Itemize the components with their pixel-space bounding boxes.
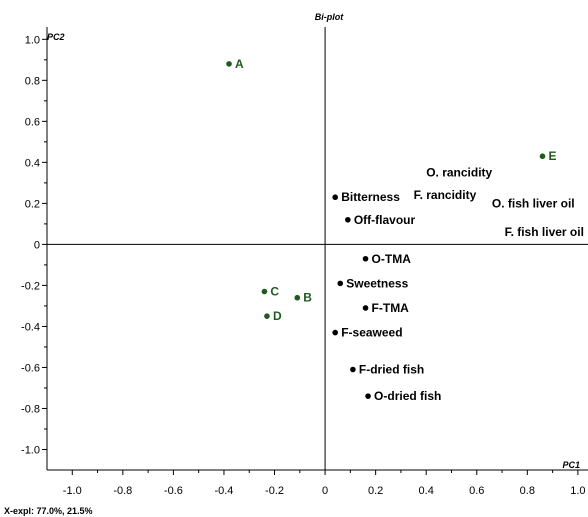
data-points: A B CD E Bitterness Off-flavour O-TMA Sweetness… bbox=[226, 57, 584, 403]
y-tick-label: 0.4 bbox=[25, 157, 40, 169]
point-marker bbox=[261, 288, 268, 295]
point-c: C bbox=[261, 285, 279, 299]
point-marker bbox=[365, 393, 371, 399]
x-axis-title: PC1 bbox=[562, 460, 580, 470]
point-marker bbox=[350, 366, 356, 373]
chart-title: Bi-plot bbox=[315, 12, 344, 22]
point-label: F-dried fish bbox=[359, 363, 424, 377]
point-marker bbox=[332, 329, 338, 336]
x-tick-label: -0.8 bbox=[113, 485, 132, 497]
x-tick-label: 0.2 bbox=[368, 485, 383, 497]
point-f-dried-fish: F-dried fish bbox=[350, 363, 424, 377]
point-off-flavour: Off-flavour bbox=[345, 213, 415, 227]
point-label: O. fish liver oil bbox=[492, 196, 575, 210]
point-marker bbox=[362, 305, 369, 311]
y-tick-label: 0 bbox=[34, 239, 40, 251]
x-tick-label: -0.4 bbox=[214, 485, 233, 497]
point-label: F-seaweed bbox=[341, 326, 402, 340]
explained-variance-footer: X-expl: 77.0%, 21.5% bbox=[4, 506, 93, 516]
point-bitterness: Bitterness bbox=[332, 190, 400, 204]
point-label: O-TMA bbox=[372, 252, 412, 266]
point-label: Bitterness bbox=[341, 190, 400, 204]
x-axis-ticks: -1.0 -0.8 -0.6 -0.4 -0.2 0 0.2 0.4 0.6 0.8 1.0 bbox=[63, 470, 586, 497]
y-tick-label: -0.2 bbox=[21, 280, 40, 292]
point-label: F. fish liver oil bbox=[505, 225, 584, 239]
point-label: Sweetness bbox=[346, 276, 408, 290]
plot-frame bbox=[46, 27, 588, 471]
point-label: O. rancidity bbox=[426, 166, 492, 180]
x-tick-label: 0.6 bbox=[469, 485, 484, 497]
point-f-fish-liver-oil: F. fish liver oil bbox=[505, 225, 584, 239]
point-label: D bbox=[273, 309, 282, 323]
y-tick-label: -0.8 bbox=[21, 403, 40, 415]
point-label: F-TMA bbox=[372, 301, 410, 315]
y-tick-label: -0.4 bbox=[21, 321, 40, 333]
point-f-seaweed: F-seaweed bbox=[332, 326, 403, 340]
y-tick-label: -0.6 bbox=[21, 362, 40, 374]
point-marker bbox=[226, 61, 232, 67]
point-d: D bbox=[264, 309, 282, 323]
point-label: E bbox=[548, 149, 556, 163]
x-tick-label: -0.2 bbox=[265, 485, 284, 497]
y-tick-label: 1.0 bbox=[25, 34, 40, 46]
point-o-dried-fish: O-dried fish bbox=[365, 389, 441, 403]
point-label: B bbox=[303, 291, 312, 305]
zero-lines bbox=[47, 27, 588, 470]
x-tick-label: -0.6 bbox=[164, 485, 183, 497]
x-tick-label: 1.0 bbox=[570, 485, 585, 497]
x-tick-label: 0 bbox=[322, 485, 328, 497]
y-tick-label: 0.8 bbox=[25, 75, 40, 87]
y-tick-label: 0.6 bbox=[25, 116, 40, 128]
point-e: E bbox=[539, 149, 557, 163]
y-axis-title: PC2 bbox=[47, 32, 65, 42]
point-label: A bbox=[235, 57, 244, 71]
point-label: O-dried fish bbox=[374, 389, 441, 403]
point-marker bbox=[362, 255, 369, 262]
y-tick-label: -1.0 bbox=[21, 444, 40, 456]
point-marker bbox=[264, 313, 270, 319]
point-marker bbox=[332, 194, 338, 201]
x-tick-label: -1.0 bbox=[63, 485, 82, 497]
point-sweetness: Sweetness bbox=[337, 276, 409, 290]
point-marker bbox=[294, 294, 301, 301]
point-f-tma: F-TMA bbox=[362, 301, 410, 315]
x-tick-label: 0.4 bbox=[419, 485, 434, 497]
point-marker bbox=[345, 216, 351, 223]
point-label: Off-flavour bbox=[354, 213, 416, 227]
point-b: B bbox=[294, 291, 312, 305]
point-o-rancidity: O. rancidity bbox=[426, 166, 492, 180]
point-label: C bbox=[270, 285, 279, 299]
point-label: F. rancidity bbox=[414, 188, 477, 202]
point-o-fish-liver-oil: O. fish liver oil bbox=[492, 196, 575, 210]
point-f-rancidity: F. rancidity bbox=[414, 188, 477, 202]
x-tick-label: 0.8 bbox=[520, 485, 535, 497]
point-a: A bbox=[226, 57, 244, 71]
y-tick-label: 0.2 bbox=[25, 198, 40, 210]
y-axis-ticks: 1.0 0.8 0.6 0.4 0.2 0 -0.2 -0.4 -0.6 -0.8 -1.0 bbox=[21, 34, 47, 456]
point-marker bbox=[337, 280, 344, 287]
point-o-tma: O-TMA bbox=[362, 252, 412, 266]
point-marker bbox=[539, 153, 546, 160]
